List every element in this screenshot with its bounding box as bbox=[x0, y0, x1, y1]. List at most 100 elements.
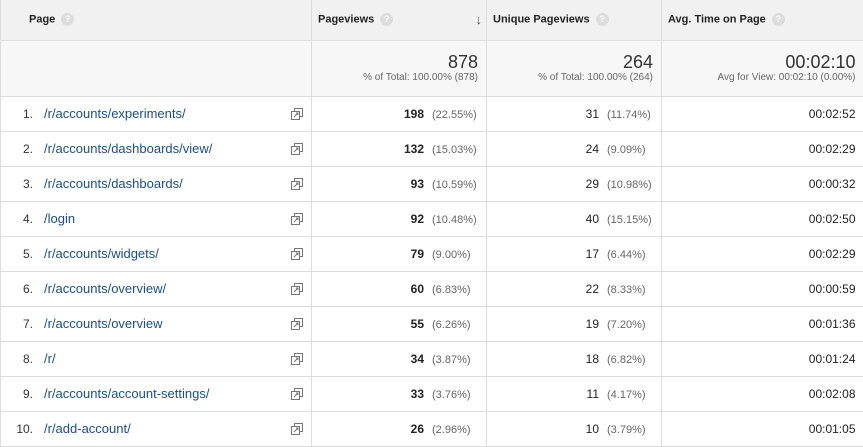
pageviews-cell: 198 (22.55%) bbox=[311, 96, 487, 132]
unique-pageviews-value: 31 bbox=[585, 106, 599, 121]
pageviews-percent: (9.00%) bbox=[432, 248, 471, 261]
totals-unique-cell: 264 % of Total: 100.00% (264) bbox=[486, 40, 662, 97]
page-cell: 7. /r/accounts/overview bbox=[0, 306, 312, 342]
help-icon[interactable]: ? bbox=[61, 13, 75, 27]
open-page-icon[interactable] bbox=[291, 142, 303, 155]
row-rank: 9. bbox=[22, 387, 33, 401]
help-icon[interactable]: ? bbox=[380, 13, 394, 27]
unique-pageviews-percent: (11.74%) bbox=[607, 108, 651, 121]
totals-row: 878 % of Total: 100.00% (878) 264 % of T… bbox=[0, 40, 863, 97]
pageviews-percent: (6.26%) bbox=[432, 318, 471, 331]
page-cell: 10. /r/add-account/ bbox=[0, 411, 312, 447]
page-link[interactable]: /r/accounts/experiments/ bbox=[44, 106, 186, 121]
page-link[interactable]: /r/accounts/overview bbox=[44, 316, 163, 331]
row-rank: 10. bbox=[16, 422, 33, 436]
header-row: Page? Pageviews? ↓ Unique Pageviews? Avg… bbox=[0, 0, 863, 41]
pageviews-percent: (10.48%) bbox=[432, 213, 477, 226]
unique-pageviews-percent: (9.09%) bbox=[607, 143, 646, 156]
unique-pageviews-value: 11 bbox=[586, 386, 599, 401]
page-link[interactable]: /r/accounts/account-settings/ bbox=[44, 386, 210, 401]
row-rank: 4. bbox=[22, 212, 33, 226]
open-page-icon[interactable] bbox=[291, 422, 303, 435]
total-avg-time-sub: Avg for View: 00:02:10 (0.00%) bbox=[717, 72, 856, 83]
open-page-icon[interactable] bbox=[291, 107, 303, 120]
table-row: 9. /r/accounts/account-settings/ 33 (3.76%… bbox=[0, 376, 863, 412]
unique-pageviews-value: 17 bbox=[585, 246, 599, 261]
page-cell: 8. /r/ bbox=[0, 341, 312, 377]
pageviews-value: 34 bbox=[410, 351, 424, 366]
page-link[interactable]: /r/accounts/dashboards/ bbox=[44, 176, 183, 191]
unique-pageviews-value: 18 bbox=[585, 351, 599, 366]
avg-time-cell: 00:01:05 bbox=[661, 411, 863, 447]
open-page-icon[interactable] bbox=[291, 387, 303, 400]
page-cell: 1. /r/accounts/experiments/ bbox=[0, 96, 312, 132]
unique-pageviews-value: 29 bbox=[585, 176, 599, 191]
column-header-avg-time-label[interactable]: Avg. Time on Page bbox=[668, 13, 766, 26]
unique-pageviews-percent: (10.98%) bbox=[607, 178, 652, 191]
column-header-unique-pageviews[interactable]: Unique Pageviews? bbox=[486, 0, 662, 41]
table-row: 3. /r/accounts/dashboards/ 93 (10.59%) 29 (… bbox=[0, 166, 863, 202]
column-header-pageviews-label[interactable]: Pageviews bbox=[318, 13, 375, 26]
row-rank: 1. bbox=[22, 107, 33, 121]
column-header-pageviews[interactable]: Pageviews? ↓ bbox=[311, 0, 487, 41]
avg-time-value: 00:02:29 bbox=[808, 141, 856, 156]
unique-pageviews-percent: (4.17%) bbox=[607, 388, 646, 401]
page-link[interactable]: /r/add-account/ bbox=[44, 421, 131, 436]
table-row: 6. /r/accounts/overview/ 60 (6.83%) 22 (8.3… bbox=[0, 271, 863, 307]
column-header-page-label: Page bbox=[29, 13, 56, 26]
column-header-unique-pageviews-label[interactable]: Unique Pageviews bbox=[493, 13, 590, 26]
unique-pageviews-cell: 40 (15.15%) bbox=[486, 201, 662, 237]
avg-time-value: 00:02:52 bbox=[808, 106, 856, 121]
totals-pageviews-cell: 878 % of Total: 100.00% (878) bbox=[311, 40, 487, 97]
open-page-icon[interactable] bbox=[291, 282, 303, 295]
page-link[interactable]: /r/accounts/dashboards/view/ bbox=[44, 141, 213, 156]
open-page-icon[interactable] bbox=[291, 247, 303, 260]
avg-time-value: 00:02:29 bbox=[808, 246, 856, 261]
page-cell: 3. /r/accounts/dashboards/ bbox=[0, 166, 312, 202]
avg-time-cell: 00:02:29 bbox=[661, 236, 863, 272]
open-page-icon[interactable] bbox=[291, 352, 303, 365]
table-row: 7. /r/accounts/overview 55 (6.26%) 19 (7.20… bbox=[0, 306, 863, 342]
pageviews-percent: (22.55%) bbox=[432, 108, 477, 121]
pageviews-value: 92 bbox=[410, 211, 424, 226]
pageviews-percent: (3.76%) bbox=[432, 388, 471, 401]
avg-time-cell: 00:00:59 bbox=[661, 271, 863, 307]
avg-time-cell: 00:02:50 bbox=[661, 201, 863, 237]
page-link[interactable]: /r/accounts/widgets/ bbox=[44, 246, 159, 261]
column-header-avg-time[interactable]: Avg. Time on Page? bbox=[661, 0, 863, 41]
page-cell: 9. /r/accounts/account-settings/ bbox=[0, 376, 312, 412]
page-link[interactable]: /login bbox=[44, 211, 76, 226]
page-link[interactable]: /r/ bbox=[44, 351, 56, 366]
avg-time-cell: 00:01:36 bbox=[661, 306, 863, 342]
table-row: 1. /r/accounts/experiments/ 198 (22.55%) 3… bbox=[0, 96, 863, 132]
page-cell: 2. /r/accounts/dashboards/view/ bbox=[0, 131, 312, 167]
total-pageviews: 878 bbox=[447, 52, 478, 72]
pageviews-percent: (6.83%) bbox=[432, 283, 471, 296]
page-link[interactable]: /r/accounts/overview/ bbox=[44, 281, 167, 296]
pageviews-value: 55 bbox=[410, 316, 424, 331]
open-page-icon[interactable] bbox=[291, 177, 303, 190]
unique-pageviews-percent: (7.20%) bbox=[607, 318, 646, 331]
help-icon[interactable]: ? bbox=[595, 13, 609, 27]
total-unique-share: % of Total: 100.00% (264) bbox=[538, 72, 653, 83]
open-page-icon[interactable] bbox=[291, 212, 303, 225]
table-row: 4. /login 92 (10.48%) 40 (15.15%) 00:02:50 bbox=[0, 201, 863, 237]
unique-pageviews-cell: 24 (9.09%) bbox=[486, 131, 662, 167]
pageviews-percent: (3.87%) bbox=[432, 353, 471, 366]
open-page-icon[interactable] bbox=[291, 317, 303, 330]
avg-time-cell: 00:02:08 bbox=[661, 376, 863, 412]
avg-time-cell: 00:02:29 bbox=[661, 131, 863, 167]
pageviews-cell: 93 (10.59%) bbox=[311, 166, 487, 202]
pageviews-cell: 132 (15.03%) bbox=[311, 131, 487, 167]
pageviews-cell: 33 (3.76%) bbox=[311, 376, 487, 412]
pageviews-cell: 34 (3.87%) bbox=[311, 341, 487, 377]
unique-pageviews-percent: (6.44%) bbox=[607, 248, 646, 261]
unique-pageviews-value: 22 bbox=[585, 281, 599, 296]
help-icon[interactable]: ? bbox=[771, 13, 785, 27]
pageviews-cell: 79 (9.00%) bbox=[311, 236, 487, 272]
pageviews-value: 26 bbox=[410, 421, 424, 436]
unique-pageviews-cell: 18 (6.82%) bbox=[486, 341, 662, 377]
sort-descending-icon[interactable]: ↓ bbox=[475, 12, 483, 27]
pageviews-value: 79 bbox=[410, 246, 424, 261]
avg-time-value: 00:00:59 bbox=[808, 281, 856, 296]
